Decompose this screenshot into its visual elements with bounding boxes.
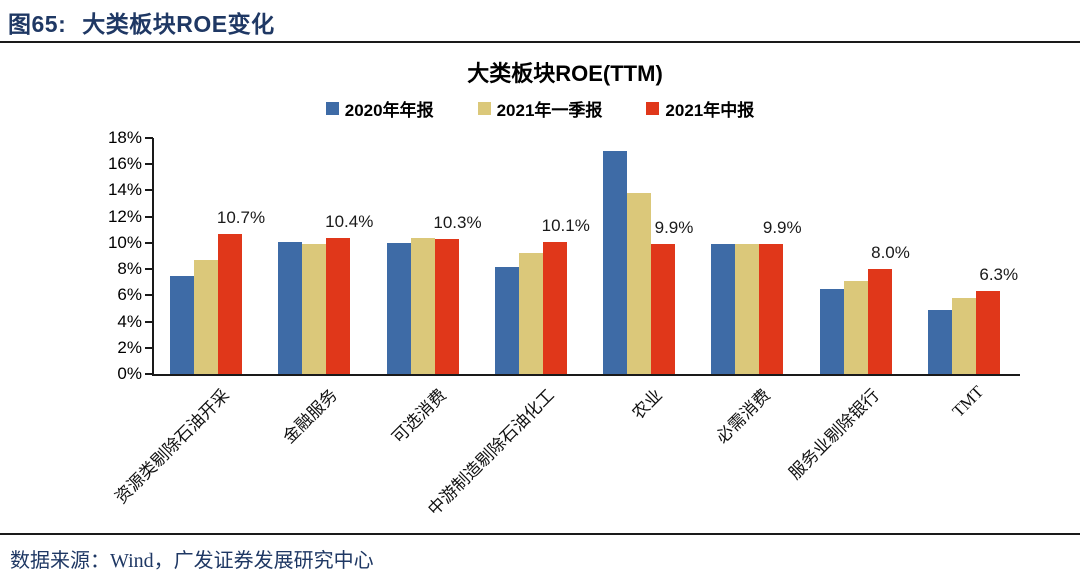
data-label: 9.9% [654,218,694,238]
bar-2021年中报-TMT [975,291,1000,374]
bar-2020年年报-必需消费 [711,244,736,374]
bar-2021年一季报-农业 [627,193,651,374]
figure-number-label: 图65: [8,11,67,37]
bar-2020年年报-中游制造剔除石油化工 [494,266,519,374]
x-axis-label: 金融服务 [279,385,342,448]
data-label: 10.4% [325,211,374,231]
y-tick-label: 10% [107,232,142,252]
data-label: 10.3% [433,212,482,232]
bar-2021年一季报-资源类剔除石油开采 [194,259,218,374]
bar-2020年年报-可选消费 [386,242,411,374]
bar-2021年中报-金融服务 [326,237,351,374]
bar-2020年年报-金融服务 [278,241,303,374]
legend-label: 2021年中报 [665,101,755,120]
y-tick-label: 6% [117,285,142,305]
legend-label: 2020年年报 [344,101,434,120]
bar-2021年一季报-金融服务 [302,244,327,374]
legend-item: 2021年中报 [646,96,754,121]
y-tick-label: 18% [107,128,142,147]
bar-2021年中报-服务业剔除银行 [867,269,892,374]
bar-2021年中报-资源类剔除石油开采 [218,233,242,374]
figure-header: 图65: 大类板块ROE变化 [8,5,275,39]
bar-2020年年报-农业 [603,151,627,374]
bar-2021年中报-中游制造剔除石油化工 [542,241,567,374]
y-tick-label: 12% [107,206,142,226]
bar-2021年一季报-TMT [951,297,976,374]
data-label: 10.1% [541,215,590,235]
bar-2021年中报-可选消费 [434,238,459,374]
x-axis-label: 服务业剔除银行 [785,385,883,484]
bar-2020年年报-资源类剔除石油开采 [170,275,194,374]
bar-2021年一季报-可选消费 [410,237,435,374]
bar-2020年年报-TMT [927,309,952,374]
y-tick-mark [145,215,153,218]
y-tick-mark [145,189,153,192]
x-axis-label: 可选消费 [388,385,450,448]
y-tick-label: 4% [117,311,142,331]
y-tick-mark [145,137,153,139]
source-note: 数据来源：Wind，广发证券发展研究中心 [10,550,374,572]
chart-legend: 2020年年报 2021年一季报 2021年中报 [0,96,1080,121]
y-tick-mark [145,241,153,244]
y-tick-mark [145,346,153,349]
data-label: 10.7% [216,207,266,227]
bar-2021年一季报-中游制造剔除石油化工 [518,253,543,374]
data-label: 8.0% [871,243,910,263]
y-tick-mark [145,163,153,166]
x-axis-label: 农业 [628,385,667,424]
y-tick-mark [145,320,153,323]
y-tick-mark [145,294,153,297]
footer-divider [0,533,1080,535]
y-tick-label: 2% [117,337,142,357]
header-divider [0,41,1080,43]
plot-area: 0% 2% 4% 6% 8% 10% 12% 14% 16% 18% 10.7% 10.4% 10.3%… [108,128,1020,519]
legend-label: 2021年一季报 [496,101,603,120]
x-axis-label: TMT [948,382,988,421]
y-tick-label: 8% [117,259,142,279]
y-tick-mark [145,373,153,375]
y-tick-label: 0% [117,364,142,383]
bar-2021年一季报-必需消费 [735,244,760,374]
bar-2021年中报-农业 [651,244,675,374]
legend-swatch-icon [477,102,491,115]
chart-title: 大类板块ROE(TTM) [467,61,663,86]
data-label: 9.9% [762,218,802,238]
y-tick-label: 16% [107,154,142,174]
legend-swatch-icon [646,102,660,115]
figure-title: 大类板块ROE变化 [82,11,275,37]
y-tick-label: 14% [107,180,142,200]
x-axis-label: 必需消费 [712,385,775,448]
legend-item: 2020年年报 [325,96,434,121]
bar-2021年中报-必需消费 [759,244,784,374]
y-tick-mark [145,268,153,271]
bar-2020年年报-服务业剔除银行 [819,288,844,374]
data-label: 6.3% [979,265,1019,285]
bar-2021年一季报-服务业剔除银行 [843,280,868,374]
legend-item: 2021年一季报 [477,96,603,121]
x-axis-label: 资源类剔除石油开采 [111,385,234,508]
legend-swatch-icon [325,102,339,115]
